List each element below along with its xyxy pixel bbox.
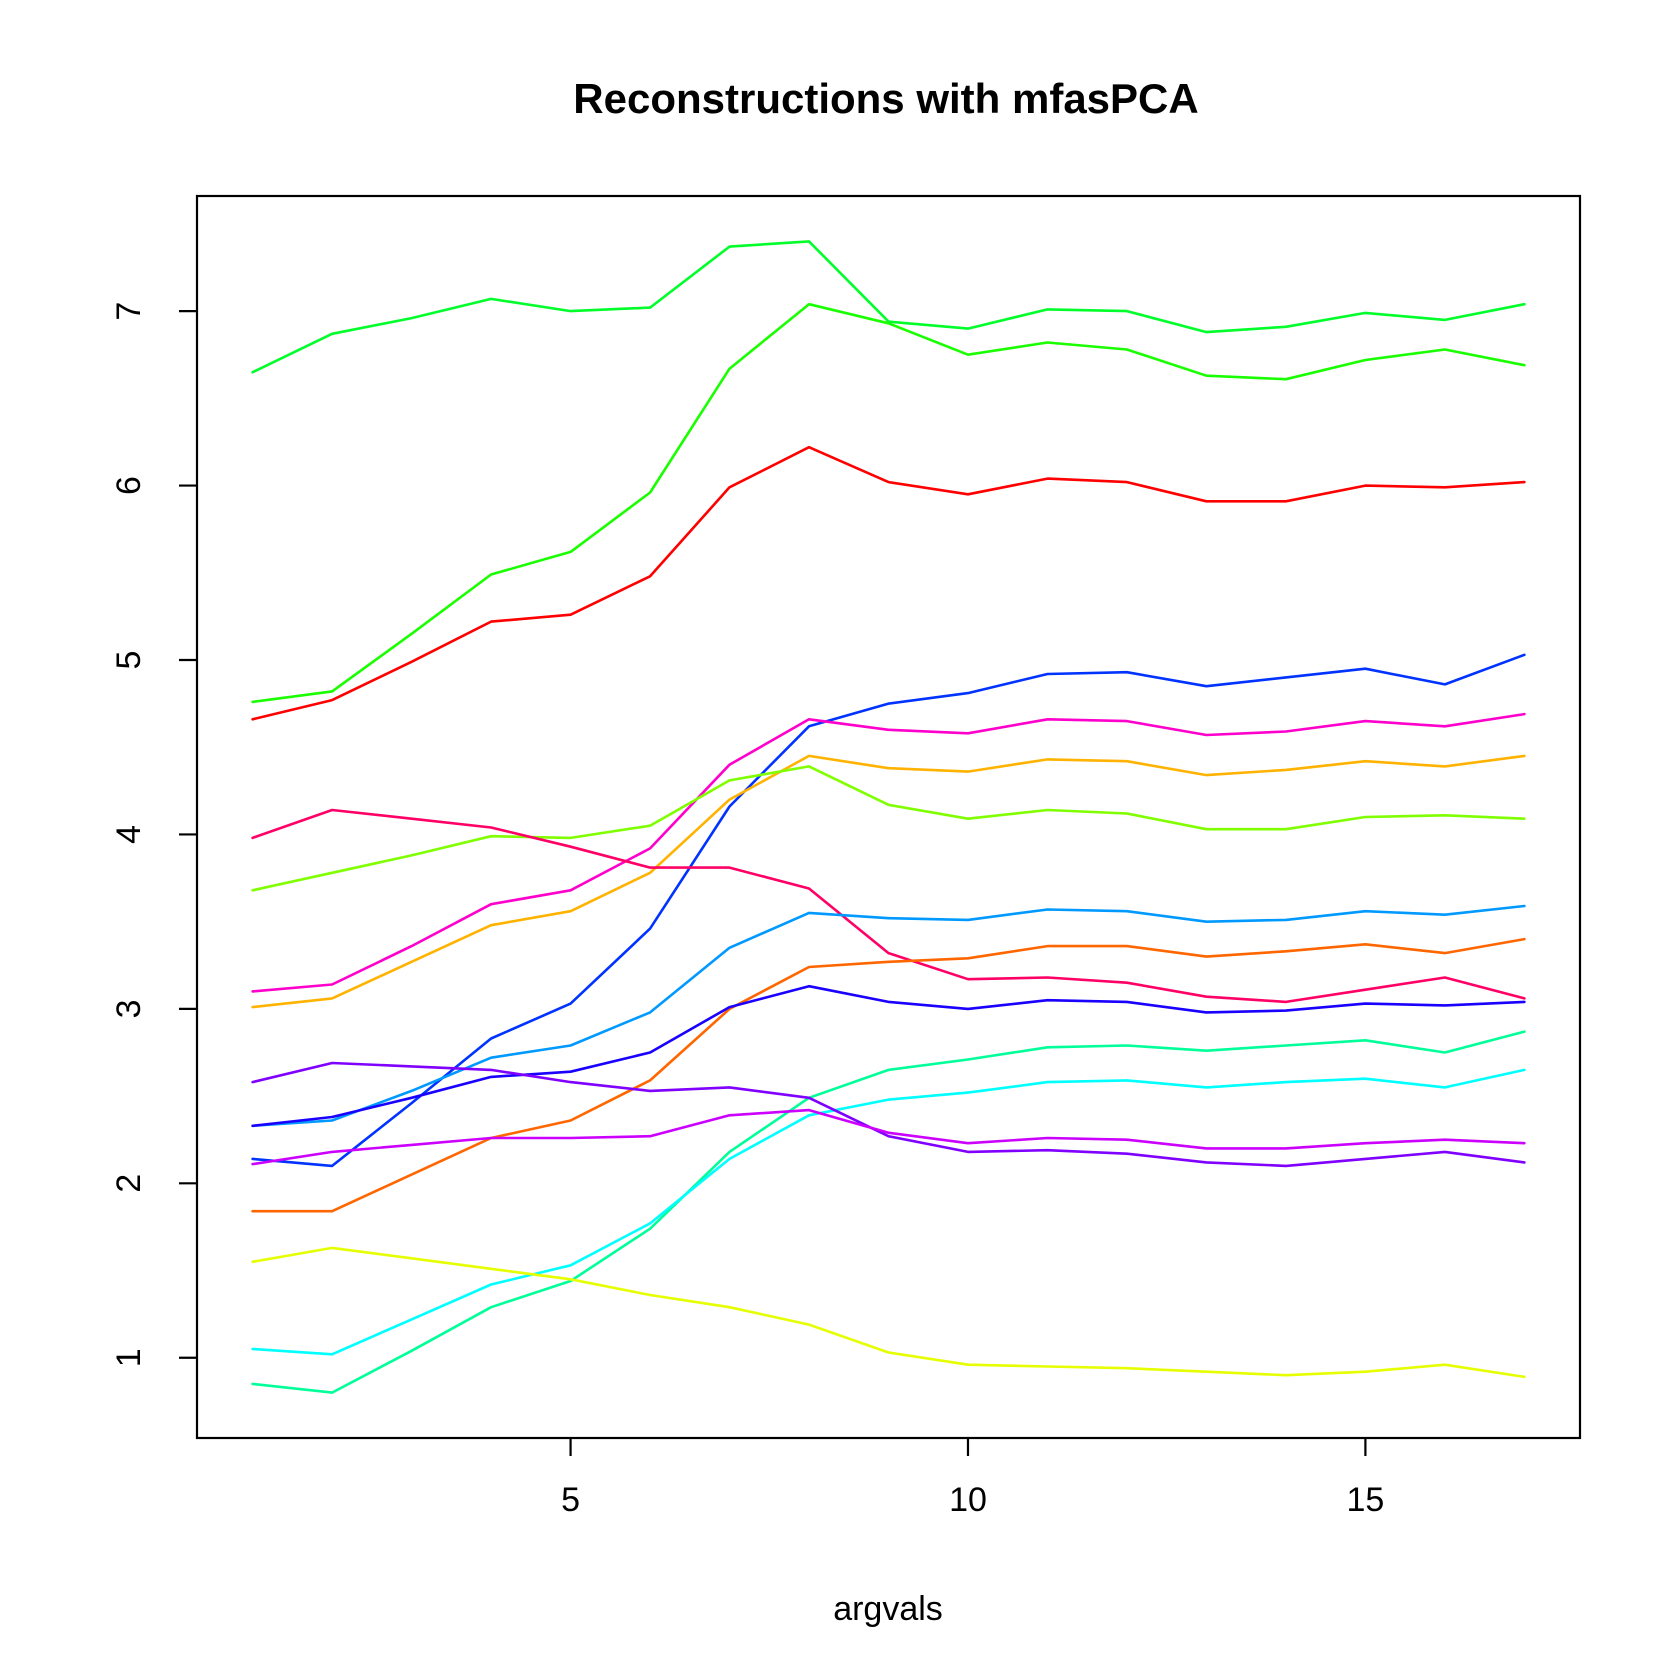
series-line-2 bbox=[251, 302, 1526, 704]
series-line-16 bbox=[251, 1246, 1526, 1379]
y-tick-label: 6 bbox=[110, 476, 148, 495]
y-tick-label: 4 bbox=[110, 825, 148, 844]
y-tick-label: 5 bbox=[110, 651, 148, 670]
y-tick-label: 3 bbox=[110, 999, 148, 1018]
x-axis-label: argvals bbox=[833, 1590, 943, 1628]
y-tick-label: 2 bbox=[110, 1174, 148, 1193]
plot-frame bbox=[195, 194, 1582, 1440]
chart-title: Reconstructions with mfasPCA bbox=[573, 75, 1198, 122]
y-tick-label: 1 bbox=[110, 1348, 148, 1367]
series-line-15 bbox=[251, 1108, 1526, 1166]
series-line-10 bbox=[251, 937, 1526, 1213]
y-tick-label: 7 bbox=[110, 302, 148, 321]
y-axis: 1 2 3 4 5 6 7 bbox=[110, 302, 197, 1367]
x-tick-label: 15 bbox=[1346, 1481, 1384, 1519]
series-line-5 bbox=[251, 712, 1526, 993]
series-line-3 bbox=[251, 445, 1526, 721]
series-line-6 bbox=[251, 754, 1526, 1009]
series-line-7 bbox=[251, 765, 1526, 892]
series-line-4 bbox=[251, 653, 1526, 1168]
series-line-13 bbox=[251, 1068, 1526, 1356]
series-line-1 bbox=[251, 240, 1526, 374]
series-line-12 bbox=[251, 1030, 1526, 1394]
x-axis: 5 10 15 bbox=[561, 1438, 1384, 1519]
x-tick-label: 10 bbox=[949, 1481, 987, 1519]
series-line-14 bbox=[251, 1061, 1526, 1168]
series-line-8 bbox=[251, 808, 1526, 1004]
series-line-9 bbox=[251, 904, 1526, 1128]
series-layer bbox=[251, 240, 1526, 1394]
x-tick-label: 5 bbox=[561, 1481, 580, 1519]
series-line-11 bbox=[251, 984, 1526, 1128]
